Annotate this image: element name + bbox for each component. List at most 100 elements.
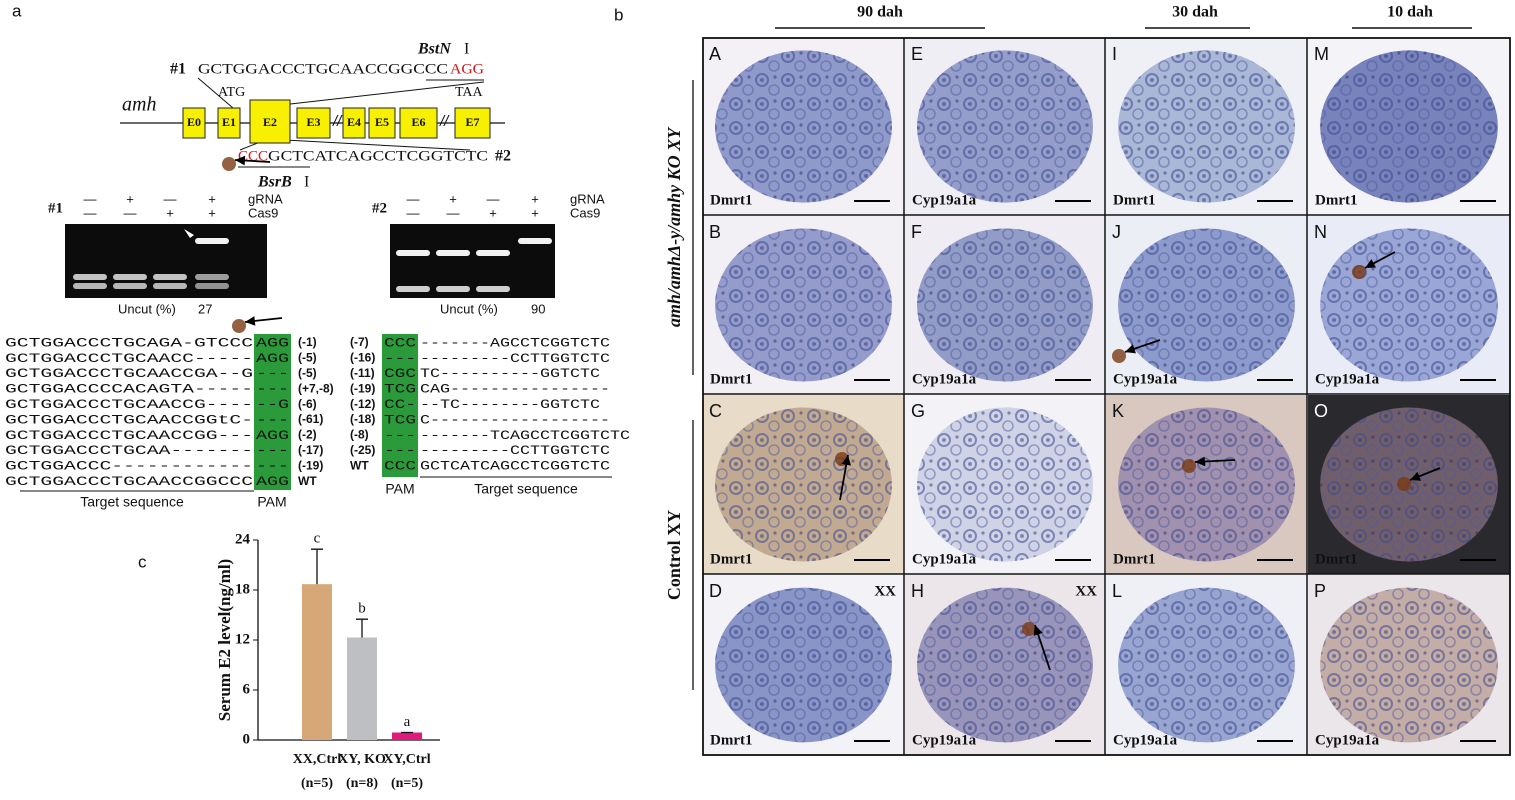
tissue-texture <box>1118 50 1295 203</box>
sex-label: XX <box>1075 583 1097 599</box>
pam: AGG <box>450 61 484 77</box>
arrowhead <box>1033 625 1043 636</box>
target-label: Target sequence <box>80 494 184 510</box>
panel-border <box>702 37 1511 756</box>
sequence: GCTGGACCCTGCAACC----- <box>5 351 253 366</box>
stain-label: Dmrt1 <box>1315 192 1357 208</box>
pam: AGG <box>256 428 289 443</box>
uncut-label: Uncut (%) <box>440 301 498 316</box>
sequence: GCTCATCAGCCTCGGTCTC <box>268 148 488 164</box>
tissue-texture <box>917 228 1093 382</box>
arrowhead <box>184 229 194 238</box>
panel-letter: H <box>911 581 924 601</box>
tissue-texture <box>1320 50 1498 203</box>
stain-spot <box>1112 349 1126 363</box>
row-label: gRNA <box>570 191 605 206</box>
guide-line <box>284 139 471 151</box>
sequence: GCTGGACCC------------ <box>5 459 253 474</box>
y-tick-label: 6 <box>243 681 251 697</box>
uncut-value: 27 <box>198 301 212 316</box>
panel-letter: C <box>709 401 722 421</box>
pam: --G <box>256 397 289 412</box>
exon-label: E3 <box>306 115 320 129</box>
stain-label: Dmrt1 <box>710 551 752 567</box>
band <box>436 286 470 292</box>
pam: TCG <box>384 382 416 397</box>
tissue-texture <box>1118 587 1295 743</box>
uncut-label: Uncut (%) <box>118 301 176 316</box>
stain-label: Cyp19a1a <box>912 371 977 387</box>
lane-mark: — <box>164 191 177 206</box>
stain-label: Cyp19a1a <box>912 192 977 208</box>
pam: AGG <box>256 474 289 489</box>
indel: (-1) <box>298 335 317 349</box>
panel-letter: L <box>1112 581 1122 601</box>
pam-box <box>254 334 291 490</box>
gel <box>390 224 555 298</box>
exon <box>182 107 206 139</box>
stain-label: Dmrt1 <box>1113 192 1155 208</box>
indel: (-7) <box>350 335 369 349</box>
pam: --- <box>256 459 289 474</box>
band <box>113 283 147 289</box>
pam: AGG <box>256 351 289 366</box>
exon <box>368 107 396 139</box>
panel-letter: J <box>1112 222 1121 242</box>
lane-mark: + <box>126 191 134 206</box>
target-label: Target sequence <box>474 481 578 497</box>
indel: (-19) <box>298 458 323 472</box>
band <box>195 274 229 280</box>
band <box>396 250 430 256</box>
indel: (-5) <box>298 366 317 380</box>
lane-mark: + <box>531 205 539 220</box>
pam: TCG <box>384 412 416 427</box>
sequence: TC----------GGTCTC <box>420 366 600 381</box>
lane-mark: — <box>84 205 97 220</box>
exon-label: E7 <box>465 115 479 129</box>
significance-letter: a <box>404 714 411 730</box>
indel: (+7,-8) <box>298 381 334 395</box>
lane-mark: — <box>84 191 97 206</box>
band <box>476 250 510 256</box>
panel-letter: N <box>1314 222 1327 242</box>
indel: (-19) <box>350 381 375 395</box>
y-tick-label: 12 <box>235 631 250 647</box>
tissue-texture <box>1320 228 1498 382</box>
enzyme-suffix: I <box>464 41 469 58</box>
tissue-texture <box>917 407 1093 562</box>
arrowhead <box>1410 471 1421 481</box>
exon-label: E2 <box>263 115 277 129</box>
sequence: GCTGGACCCTGCAACCGG--- <box>5 428 253 443</box>
panel-letter: D <box>709 581 722 601</box>
gel-id: #2 <box>372 200 387 216</box>
pam-label: PAM <box>385 481 414 497</box>
lane-mark: + <box>531 191 539 206</box>
indel: (-12) <box>350 397 375 411</box>
indel: (-25) <box>350 443 375 457</box>
significance-letter: c <box>314 531 321 547</box>
band <box>518 238 552 244</box>
tissue-texture <box>1118 407 1295 562</box>
panel-label: c <box>138 552 147 571</box>
column-header: 10 dah <box>1387 4 1433 21</box>
pam: --- <box>384 443 416 458</box>
panel-label: b <box>614 5 623 24</box>
panel-letter: P <box>1314 581 1326 601</box>
panel-letter: F <box>911 222 922 242</box>
stain-spot <box>1352 265 1366 279</box>
stain-label: Cyp19a1a <box>1113 732 1178 748</box>
sequence: GCTGGACCCTGCAGA-GTCCC <box>5 335 253 350</box>
stain-spot <box>222 157 236 171</box>
stain-label: Dmrt1 <box>1113 551 1155 567</box>
stain-label: Cyp19a1a <box>1113 371 1178 387</box>
sample-size: (n=8) <box>346 776 378 791</box>
lane-mark: + <box>208 205 216 220</box>
arrowhead <box>245 316 256 326</box>
indel: (-8) <box>350 428 369 442</box>
tissue-texture <box>715 50 892 203</box>
lane-mark: + <box>489 205 497 220</box>
micrograph-panel: b 90 dah 30 dah 10 dah amh/amhΔ-y/amhy KO XY… <box>222 4 1511 756</box>
